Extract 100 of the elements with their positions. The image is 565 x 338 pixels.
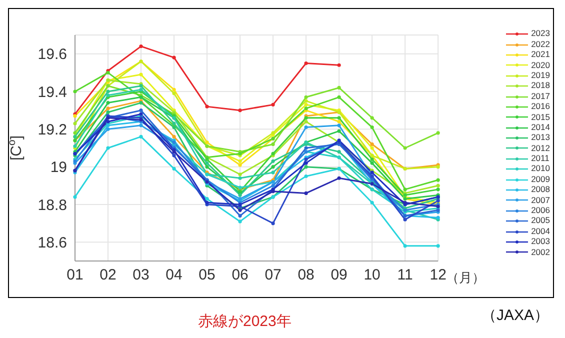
point: [337, 86, 341, 90]
legend-label: 2002: [531, 246, 550, 258]
point: [271, 102, 275, 106]
legend-label: 2006: [531, 205, 550, 216]
y-tick-label: 19.2: [38, 121, 67, 138]
point: [139, 44, 143, 48]
x-tick-label: 09: [330, 266, 348, 284]
point: [304, 125, 308, 130]
point: [271, 184, 275, 188]
legend-label: 2022: [531, 38, 550, 50]
legend-label: 2007: [531, 194, 550, 206]
point: [403, 244, 407, 248]
legend-label: 2003: [531, 236, 550, 247]
point: [205, 104, 209, 108]
legend-label: 2009: [531, 174, 550, 184]
y-tick-label: 19.4: [38, 84, 67, 101]
point: [271, 170, 275, 174]
point: [238, 163, 242, 167]
point: [106, 90, 110, 94]
point: [370, 125, 374, 130]
point: [337, 129, 341, 133]
point: [238, 108, 242, 112]
point: [370, 142, 374, 146]
point: [370, 146, 374, 150]
y-tick-label: 18.6: [38, 234, 67, 252]
point: [337, 120, 341, 124]
point: [436, 184, 440, 188]
point: [370, 161, 374, 165]
point: [403, 146, 407, 150]
point: [436, 244, 440, 248]
legend-label: 2008: [531, 184, 550, 195]
x-tick-label: 04: [166, 266, 182, 284]
point: [337, 124, 341, 128]
point: [304, 95, 308, 99]
y-tick-label: 19.6: [38, 46, 67, 64]
legend-label: 2016: [531, 101, 550, 112]
legend-label: 2014: [531, 122, 550, 132]
point: [73, 90, 77, 94]
point: [139, 134, 143, 138]
legend-label: 2020: [531, 60, 550, 70]
point: [271, 142, 275, 146]
point: [139, 108, 143, 112]
point: [172, 92, 176, 96]
x-tick-label: 11: [397, 266, 413, 284]
point: [304, 161, 308, 165]
legend-label: 2011: [531, 153, 550, 164]
x-axis-title: （月）: [446, 270, 486, 285]
point: [139, 124, 143, 128]
point: [238, 176, 242, 180]
legend-label: 2013: [531, 132, 550, 143]
point: [337, 116, 341, 120]
legend-label: 2015: [531, 112, 550, 122]
point: [304, 165, 308, 169]
point: [304, 99, 308, 103]
point: [337, 95, 341, 99]
point: [370, 116, 374, 120]
x-tick-label: 06: [232, 266, 248, 284]
point: [73, 195, 77, 199]
point: [238, 220, 242, 224]
point: [337, 150, 341, 154]
x-tick-label: 05: [198, 266, 216, 284]
legend-label: 2017: [531, 90, 550, 102]
text: 赤線が2023年: [198, 312, 292, 331]
point: [106, 146, 110, 150]
point: [304, 120, 308, 124]
legend-label: 2018: [531, 80, 550, 91]
point: [337, 63, 341, 67]
point: [172, 166, 176, 171]
point: [436, 178, 440, 182]
legend-label: 2005: [531, 215, 550, 226]
point: [238, 159, 242, 163]
point: [172, 88, 176, 92]
point: [106, 127, 110, 131]
legend-label: 2019: [531, 70, 550, 81]
point: [238, 214, 242, 218]
point: [370, 158, 374, 162]
point: [271, 159, 275, 163]
point: [304, 61, 308, 66]
point: [205, 197, 209, 201]
point: [238, 172, 242, 176]
point: [106, 110, 110, 114]
legend-label: 2023: [531, 28, 550, 39]
point: [403, 218, 407, 222]
point: [304, 174, 308, 178]
point: [436, 131, 440, 135]
point: [205, 165, 209, 169]
y-tick-label: 18.8: [38, 196, 67, 214]
point: [271, 222, 275, 226]
y-tick-label: 19: [50, 159, 67, 176]
point: [205, 161, 209, 165]
point: [139, 72, 143, 76]
x-tick-label: 07: [264, 266, 282, 284]
x-tick-label: 02: [100, 266, 116, 284]
point: [304, 191, 308, 195]
point: [172, 134, 176, 138]
point: [436, 188, 440, 192]
legend-label: 2012: [531, 142, 550, 154]
point: [106, 106, 110, 110]
point: [403, 188, 407, 192]
point: [271, 165, 275, 169]
